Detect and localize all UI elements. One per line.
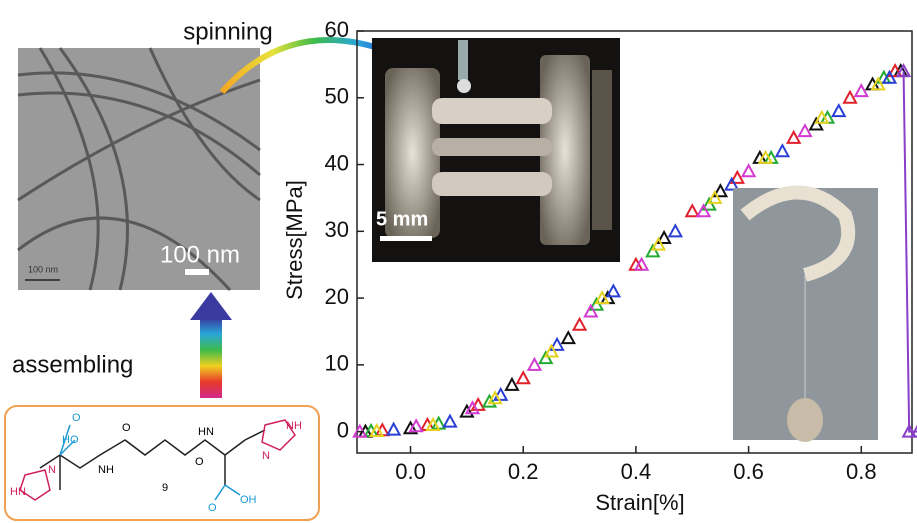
atom-label: N [262, 450, 270, 462]
point [408, 418, 424, 433]
atom-label: HN [10, 486, 26, 498]
point [853, 83, 869, 98]
point [740, 163, 757, 178]
photo-scale: 5 mm [376, 208, 428, 230]
inset-photo [733, 185, 878, 442]
point [814, 109, 830, 124]
point [667, 223, 684, 238]
point [724, 176, 740, 191]
point [909, 424, 917, 438]
y-tick-label: 40 [325, 150, 349, 175]
point [650, 236, 667, 251]
point [729, 169, 746, 184]
y-tick-label: 20 [325, 284, 349, 309]
point [707, 189, 723, 204]
atom-label: N [48, 464, 56, 476]
atom-label: 9 [162, 482, 168, 494]
point [887, 62, 903, 78]
tem-scale: 100 nm [160, 241, 240, 268]
point [605, 283, 622, 298]
point [369, 422, 385, 437]
x-tick-label: 0.8 [846, 459, 877, 484]
arrow-head [190, 292, 232, 320]
assembling-arrow [200, 318, 222, 398]
point [797, 123, 813, 138]
point [785, 129, 802, 144]
point [526, 356, 543, 371]
point [695, 203, 712, 218]
atom-label: OH [240, 494, 257, 506]
point [588, 296, 605, 311]
atom-label: O [122, 422, 131, 434]
drop-line [902, 71, 917, 433]
atom-label: O [72, 412, 81, 424]
y-tick-label: 0 [337, 417, 349, 442]
x-tick-label: 0.6 [733, 459, 764, 484]
point [870, 76, 886, 91]
point [538, 350, 554, 365]
x-tick-label: 0.0 [395, 459, 426, 484]
point [633, 256, 650, 271]
tem-scale-small: 100 nm [28, 264, 58, 274]
point [470, 396, 486, 411]
x-tick-label: 0.4 [621, 459, 652, 484]
plot-frame [356, 30, 913, 454]
point [492, 386, 509, 401]
point [464, 400, 481, 415]
point [487, 390, 503, 405]
assembling-label: assembling [12, 351, 133, 378]
point [842, 89, 858, 104]
atom-label: HO [62, 434, 79, 446]
atom-label: NH [286, 420, 302, 432]
point [831, 103, 847, 118]
y-tick-label: 50 [325, 84, 349, 109]
point [459, 403, 475, 418]
point [774, 143, 791, 158]
point [425, 416, 441, 431]
point [645, 243, 661, 258]
spinning-label: spinning [183, 18, 272, 45]
x-axis-label: Strain[%] [595, 490, 684, 515]
point [504, 376, 520, 391]
point [481, 393, 498, 408]
point [757, 149, 774, 164]
point [560, 330, 576, 345]
y-axis-label: Stress[MPa] [282, 180, 307, 300]
point [895, 62, 912, 78]
point [442, 413, 458, 428]
spinning-photo [372, 38, 620, 262]
atom-label: O [195, 456, 204, 468]
point [571, 316, 588, 331]
point [881, 69, 898, 84]
point [712, 183, 729, 198]
y-tick-label: 10 [325, 351, 349, 376]
point [684, 203, 700, 218]
atom-label: NH [98, 464, 114, 476]
y-tick-label: 60 [325, 17, 349, 42]
y-tick-label: 30 [325, 217, 349, 242]
point [385, 421, 402, 436]
point [583, 303, 599, 318]
point [515, 370, 531, 385]
point [543, 343, 560, 358]
atom-label: HN [198, 426, 214, 438]
point [701, 196, 717, 211]
point [594, 290, 610, 305]
spinning-arrow [219, 37, 392, 94]
point [808, 116, 824, 131]
x-tick-label: 0.2 [508, 459, 539, 484]
point [901, 423, 917, 438]
point [402, 420, 419, 435]
atom-label: O [208, 502, 217, 514]
point [549, 336, 565, 351]
molecule [4, 405, 320, 521]
tem-image [17, 47, 261, 292]
point [656, 229, 672, 244]
